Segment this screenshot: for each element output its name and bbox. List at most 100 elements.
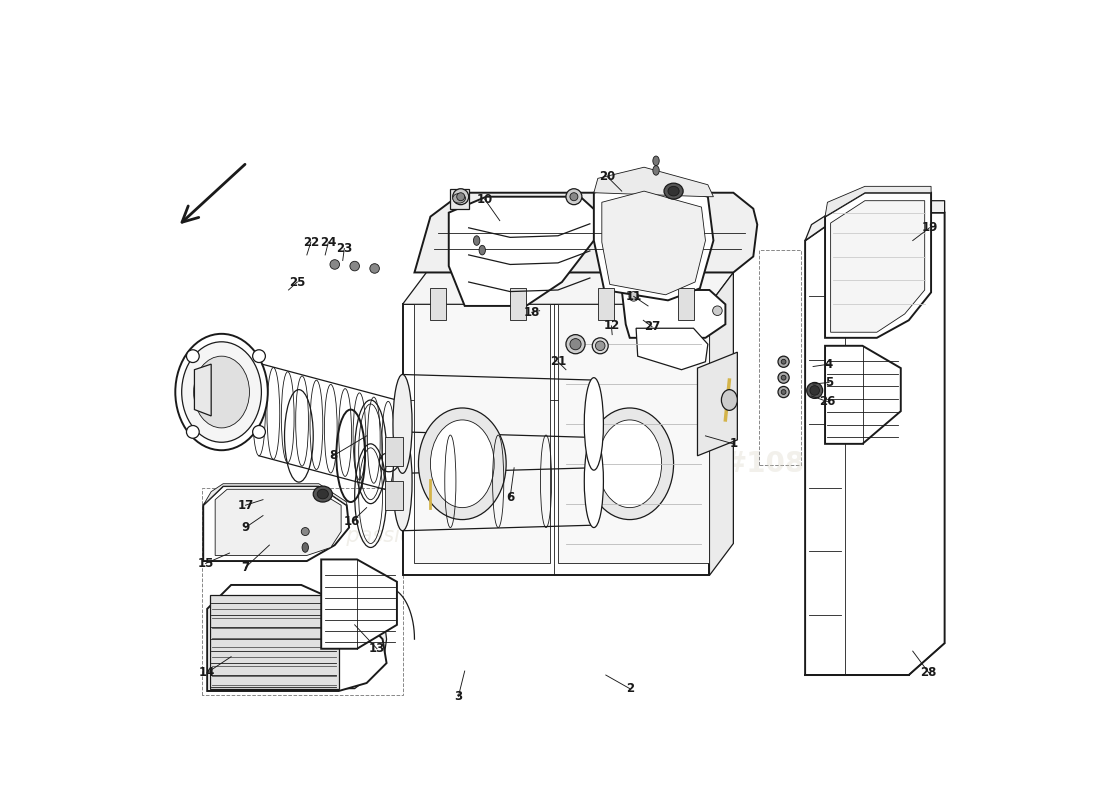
Ellipse shape xyxy=(778,372,789,383)
Polygon shape xyxy=(602,191,705,294)
Text: #1085: #1085 xyxy=(723,450,824,478)
Text: 13: 13 xyxy=(368,642,385,655)
Ellipse shape xyxy=(597,420,661,508)
Ellipse shape xyxy=(473,236,480,246)
Polygon shape xyxy=(621,290,725,338)
Polygon shape xyxy=(678,288,693,320)
Polygon shape xyxy=(195,364,211,416)
Ellipse shape xyxy=(652,166,659,175)
Polygon shape xyxy=(636,328,708,370)
Polygon shape xyxy=(510,288,526,320)
Text: 9: 9 xyxy=(241,521,250,534)
Ellipse shape xyxy=(584,435,604,527)
Ellipse shape xyxy=(652,156,659,166)
Text: 23: 23 xyxy=(337,242,352,255)
Ellipse shape xyxy=(781,375,786,380)
Polygon shape xyxy=(415,304,550,563)
Ellipse shape xyxy=(810,386,820,395)
Polygon shape xyxy=(450,189,469,209)
Polygon shape xyxy=(207,585,386,691)
Ellipse shape xyxy=(187,426,199,438)
Polygon shape xyxy=(597,288,614,320)
Polygon shape xyxy=(825,346,901,444)
Text: 16: 16 xyxy=(344,514,361,528)
Polygon shape xyxy=(204,484,346,506)
Text: 15: 15 xyxy=(197,557,213,570)
Text: 26: 26 xyxy=(820,395,836,408)
Ellipse shape xyxy=(393,374,412,474)
Text: 27: 27 xyxy=(644,320,660,333)
Polygon shape xyxy=(697,352,737,456)
Text: euro: euro xyxy=(430,342,652,426)
Ellipse shape xyxy=(453,194,465,203)
Polygon shape xyxy=(830,201,925,332)
Ellipse shape xyxy=(478,246,485,255)
Ellipse shape xyxy=(570,193,578,201)
Bar xyxy=(385,482,403,510)
Ellipse shape xyxy=(430,420,494,508)
Text: 20: 20 xyxy=(600,170,616,183)
Ellipse shape xyxy=(781,390,786,394)
Text: 25: 25 xyxy=(289,275,306,289)
Polygon shape xyxy=(710,273,734,575)
Ellipse shape xyxy=(778,386,789,398)
Polygon shape xyxy=(558,304,710,563)
Ellipse shape xyxy=(664,183,683,199)
Text: 17: 17 xyxy=(238,498,254,512)
Ellipse shape xyxy=(592,338,608,354)
Ellipse shape xyxy=(629,291,638,301)
Ellipse shape xyxy=(175,334,267,450)
Ellipse shape xyxy=(595,341,605,350)
Polygon shape xyxy=(430,288,447,320)
Ellipse shape xyxy=(584,378,604,470)
Ellipse shape xyxy=(453,189,469,205)
Ellipse shape xyxy=(713,306,723,315)
Text: 10: 10 xyxy=(476,193,493,206)
Text: motorpartes: motorpartes xyxy=(390,442,703,486)
Ellipse shape xyxy=(668,186,679,196)
Ellipse shape xyxy=(370,264,379,274)
Text: 12: 12 xyxy=(603,319,619,332)
Polygon shape xyxy=(339,593,386,689)
Text: 5: 5 xyxy=(825,376,833,389)
Text: 21: 21 xyxy=(550,355,566,368)
Text: 24: 24 xyxy=(320,236,337,249)
Text: 2: 2 xyxy=(626,682,634,695)
Text: 11: 11 xyxy=(626,290,641,303)
Ellipse shape xyxy=(565,334,585,354)
Polygon shape xyxy=(594,178,714,300)
Polygon shape xyxy=(321,559,397,649)
Polygon shape xyxy=(210,595,339,689)
Ellipse shape xyxy=(586,408,673,519)
Ellipse shape xyxy=(182,342,262,442)
Text: 8: 8 xyxy=(329,450,338,462)
Text: 19: 19 xyxy=(922,222,937,234)
Polygon shape xyxy=(825,186,931,217)
Ellipse shape xyxy=(302,542,308,552)
Ellipse shape xyxy=(722,390,737,410)
Text: 18: 18 xyxy=(524,306,540,319)
Polygon shape xyxy=(403,273,734,304)
Text: 1: 1 xyxy=(729,438,737,450)
Polygon shape xyxy=(204,486,349,561)
Text: 7: 7 xyxy=(241,561,250,574)
Polygon shape xyxy=(216,490,341,555)
Ellipse shape xyxy=(456,193,464,201)
Text: 4: 4 xyxy=(825,358,833,370)
Ellipse shape xyxy=(778,356,789,367)
Ellipse shape xyxy=(194,356,250,428)
Polygon shape xyxy=(415,193,757,273)
Ellipse shape xyxy=(350,262,360,271)
Ellipse shape xyxy=(317,490,329,499)
Polygon shape xyxy=(403,304,710,575)
Ellipse shape xyxy=(301,527,309,535)
Text: 14: 14 xyxy=(199,666,216,679)
Polygon shape xyxy=(449,197,597,306)
Text: a passion for spare parts: a passion for spare parts xyxy=(327,526,586,546)
Ellipse shape xyxy=(330,260,340,270)
Ellipse shape xyxy=(418,408,506,519)
Ellipse shape xyxy=(781,359,786,364)
Text: 28: 28 xyxy=(921,666,937,679)
Bar xyxy=(385,438,403,466)
Text: 22: 22 xyxy=(302,236,319,249)
